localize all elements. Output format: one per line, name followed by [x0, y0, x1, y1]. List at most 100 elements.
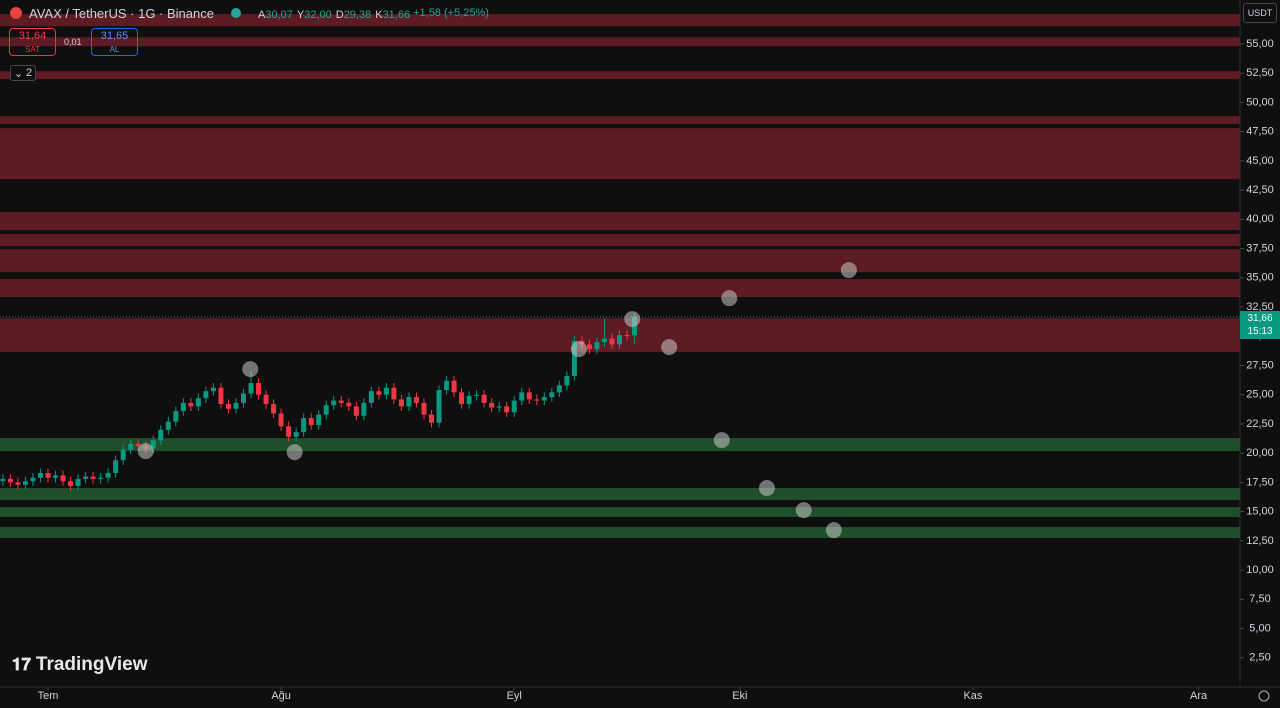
- ohlc-value: 31,66: [382, 8, 411, 21]
- y-tick-label: 2,50: [1249, 652, 1270, 664]
- y-tick-label: 5,00: [1249, 622, 1270, 634]
- y-tick-label: 45,00: [1246, 155, 1274, 167]
- candle-body: [601, 338, 607, 343]
- candle-body: [45, 473, 51, 478]
- candle-body: [481, 394, 487, 403]
- candle-body: [346, 402, 352, 407]
- candle-body: [459, 392, 465, 405]
- y-tick-label: 40,00: [1246, 213, 1274, 225]
- candle-body: [173, 411, 179, 422]
- candle-body: [293, 432, 299, 437]
- candle-body: [210, 387, 216, 392]
- candle-body: [105, 473, 111, 478]
- marker: [825, 522, 842, 539]
- price-tag: 31,66 15:13: [1240, 311, 1280, 339]
- candle-body: [98, 477, 104, 479]
- ohlc-value: 32,00: [304, 8, 332, 21]
- marker: [758, 480, 775, 497]
- y-tick-label: 15,00: [1246, 506, 1274, 518]
- x-tick-label: Kas: [963, 690, 982, 702]
- marker: [795, 502, 812, 519]
- candle-body: [368, 391, 374, 403]
- candle-body: [301, 418, 307, 433]
- candle-body: [248, 383, 254, 394]
- status-dot: [230, 8, 241, 18]
- candle-body: [120, 449, 126, 461]
- ohlc-values: A30,07 Y32,00 D29,38 K31,66: [254, 6, 410, 21]
- candle-body: [444, 380, 450, 391]
- marker: [840, 262, 857, 279]
- candle-body: [451, 380, 457, 393]
- brand-icon: 𝟏𝟕: [12, 655, 31, 674]
- zone: [0, 249, 1240, 273]
- candle-body: [52, 475, 58, 478]
- indicator-toggle[interactable]: ⌄ 2: [10, 65, 36, 81]
- candle-body: [413, 397, 419, 403]
- plot-area: [0, 14, 1240, 539]
- buy-label: AL: [109, 45, 120, 54]
- countdown: 15:13: [1247, 326, 1273, 337]
- candle-body: [526, 392, 532, 400]
- zone: [0, 488, 1240, 501]
- y-tick-label: 47,50: [1246, 126, 1274, 138]
- brand[interactable]: 𝟏𝟕 TradingView: [12, 654, 147, 676]
- ohlc-value: 30,07: [265, 8, 293, 21]
- candle-body: [617, 335, 623, 345]
- ohlc-key: Y: [296, 8, 305, 21]
- settings-icon[interactable]: [1258, 690, 1270, 702]
- candle-body: [391, 387, 397, 400]
- candle-body: [218, 387, 224, 405]
- candle-body: [233, 402, 239, 409]
- y-tick-label: 20,00: [1246, 447, 1274, 459]
- marker: [286, 444, 303, 461]
- candle-body: [398, 399, 404, 407]
- ohlc-key: D: [335, 8, 344, 21]
- y-tick-label: 12,50: [1246, 535, 1274, 547]
- candle-body: [68, 481, 74, 486]
- candle-body: [75, 478, 81, 486]
- coin-logo: [10, 7, 22, 19]
- y-tick-label: 25,00: [1246, 389, 1274, 401]
- candle-body: [594, 342, 600, 350]
- zone: [0, 116, 1240, 125]
- candle-body: [308, 418, 314, 426]
- candle-body: [541, 397, 547, 401]
- buy-button[interactable]: 31,65 AL: [91, 28, 138, 56]
- candle-body: [15, 482, 21, 485]
- candle-body: [564, 376, 570, 386]
- candle-body: [241, 393, 247, 403]
- y-tick-label: 52,50: [1246, 67, 1274, 79]
- candle-body: [376, 391, 382, 395]
- y-tick-label: 50,00: [1246, 96, 1274, 108]
- header: AVAX / TetherUS · 1G · Binance A30,07 Y32…: [10, 4, 489, 22]
- brand-name: TradingView: [35, 654, 148, 675]
- y-tick-label: 35,00: [1246, 272, 1274, 284]
- candle-body: [83, 476, 89, 479]
- candle-body: [188, 402, 194, 407]
- zone: [0, 279, 1240, 298]
- sell-price: 31,64: [18, 30, 47, 42]
- candle-body: [60, 475, 66, 482]
- currency-select[interactable]: USDT: [1243, 3, 1277, 23]
- chevron: ⌄: [13, 67, 24, 80]
- symbol-title[interactable]: AVAX / TetherUS · 1G · Binance: [29, 5, 214, 21]
- sell-button[interactable]: 31,64 SAT: [9, 28, 56, 56]
- y-tick-label: 10,00: [1246, 564, 1274, 576]
- change: +1,58 (+5,25%): [413, 7, 489, 19]
- marker: [661, 339, 678, 356]
- x-tick-label: Eyl: [507, 690, 522, 702]
- candle-body: [353, 406, 359, 416]
- candle-body: [586, 344, 592, 350]
- zone: [0, 14, 1240, 27]
- y-tick-label: 55,00: [1246, 38, 1274, 50]
- candle-body: [128, 443, 134, 450]
- candle-body: [195, 398, 201, 407]
- candle-body: [165, 421, 171, 430]
- y-tick-label: 17,50: [1246, 476, 1274, 488]
- candle-body: [180, 402, 186, 412]
- y-tick-label: 42,50: [1246, 184, 1274, 196]
- price-tag-value: 31,66: [1247, 313, 1273, 324]
